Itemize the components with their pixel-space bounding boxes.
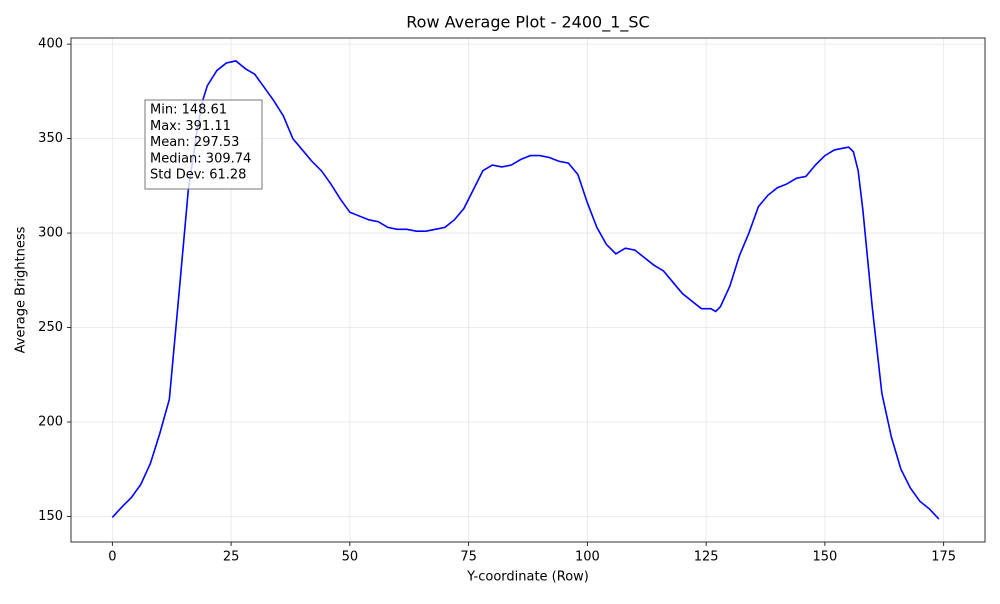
x-tick-label: 50 (342, 550, 359, 565)
plot-frame (70, 37, 986, 543)
x-tick-label: 100 (575, 550, 600, 565)
stats-line: Max: 391.11 (150, 119, 231, 134)
x-tick-label: 0 (108, 550, 116, 565)
stats-line: Min: 148.61 (150, 103, 227, 118)
stats-line: Mean: 297.53 (150, 135, 239, 150)
y-tick-label: 400 (38, 37, 63, 52)
x-axis-label: Y-coordinate (Row) (466, 570, 589, 585)
y-tick-label: 250 (38, 320, 63, 335)
y-tick-label: 200 (38, 415, 63, 430)
data-line (111, 60, 940, 520)
chart-title: Row Average Plot - 2400_1_SC (406, 13, 649, 33)
x-tick-label: 125 (694, 550, 719, 565)
stats-line: Median: 309.74 (150, 151, 251, 166)
x-tick-label: 175 (931, 550, 956, 565)
x-tick-label: 150 (812, 550, 837, 565)
y-tick-label: 150 (38, 509, 63, 524)
x-tick-label: 75 (460, 550, 477, 565)
y-axis-label: Average Brightness (14, 226, 29, 353)
x-tick-label: 25 (223, 550, 240, 565)
y-tick-label: 300 (38, 226, 63, 241)
stats-box (144, 99, 263, 190)
y-tick-label: 350 (38, 131, 63, 146)
stats-line: Std Dev: 61.28 (150, 168, 246, 183)
